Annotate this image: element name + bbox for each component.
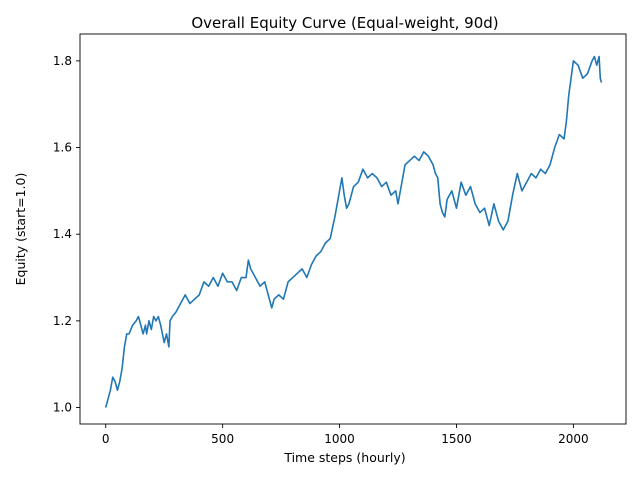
equity-line (104, 55, 603, 408)
y-axis: 1.0 1.2 1.4 1.6 1.8 (53, 54, 80, 415)
x-tick-label: 2000 (558, 432, 589, 446)
y-tick-label: 1.2 (53, 314, 72, 328)
x-tick-label: 0 (102, 432, 110, 446)
axes-frame (79, 33, 627, 425)
y-tick-label: 1.8 (53, 54, 72, 68)
x-tick-label: 500 (211, 432, 234, 446)
y-tick-label: 1.4 (53, 227, 72, 241)
chart-title: Overall Equity Curve (Equal-weight, 90d) (191, 14, 498, 32)
x-tick-label: 1000 (324, 432, 355, 446)
y-axis-label: Equity (start=1.0) (13, 173, 28, 286)
y-tick-label: 1.6 (53, 141, 72, 155)
y-tick-label: 1.0 (53, 401, 72, 415)
plot-area (104, 55, 603, 408)
x-axis: 0 500 1000 1500 2000 (102, 424, 589, 446)
x-tick-label: 1500 (441, 432, 472, 446)
x-axis-label: Time steps (hourly) (283, 450, 405, 465)
